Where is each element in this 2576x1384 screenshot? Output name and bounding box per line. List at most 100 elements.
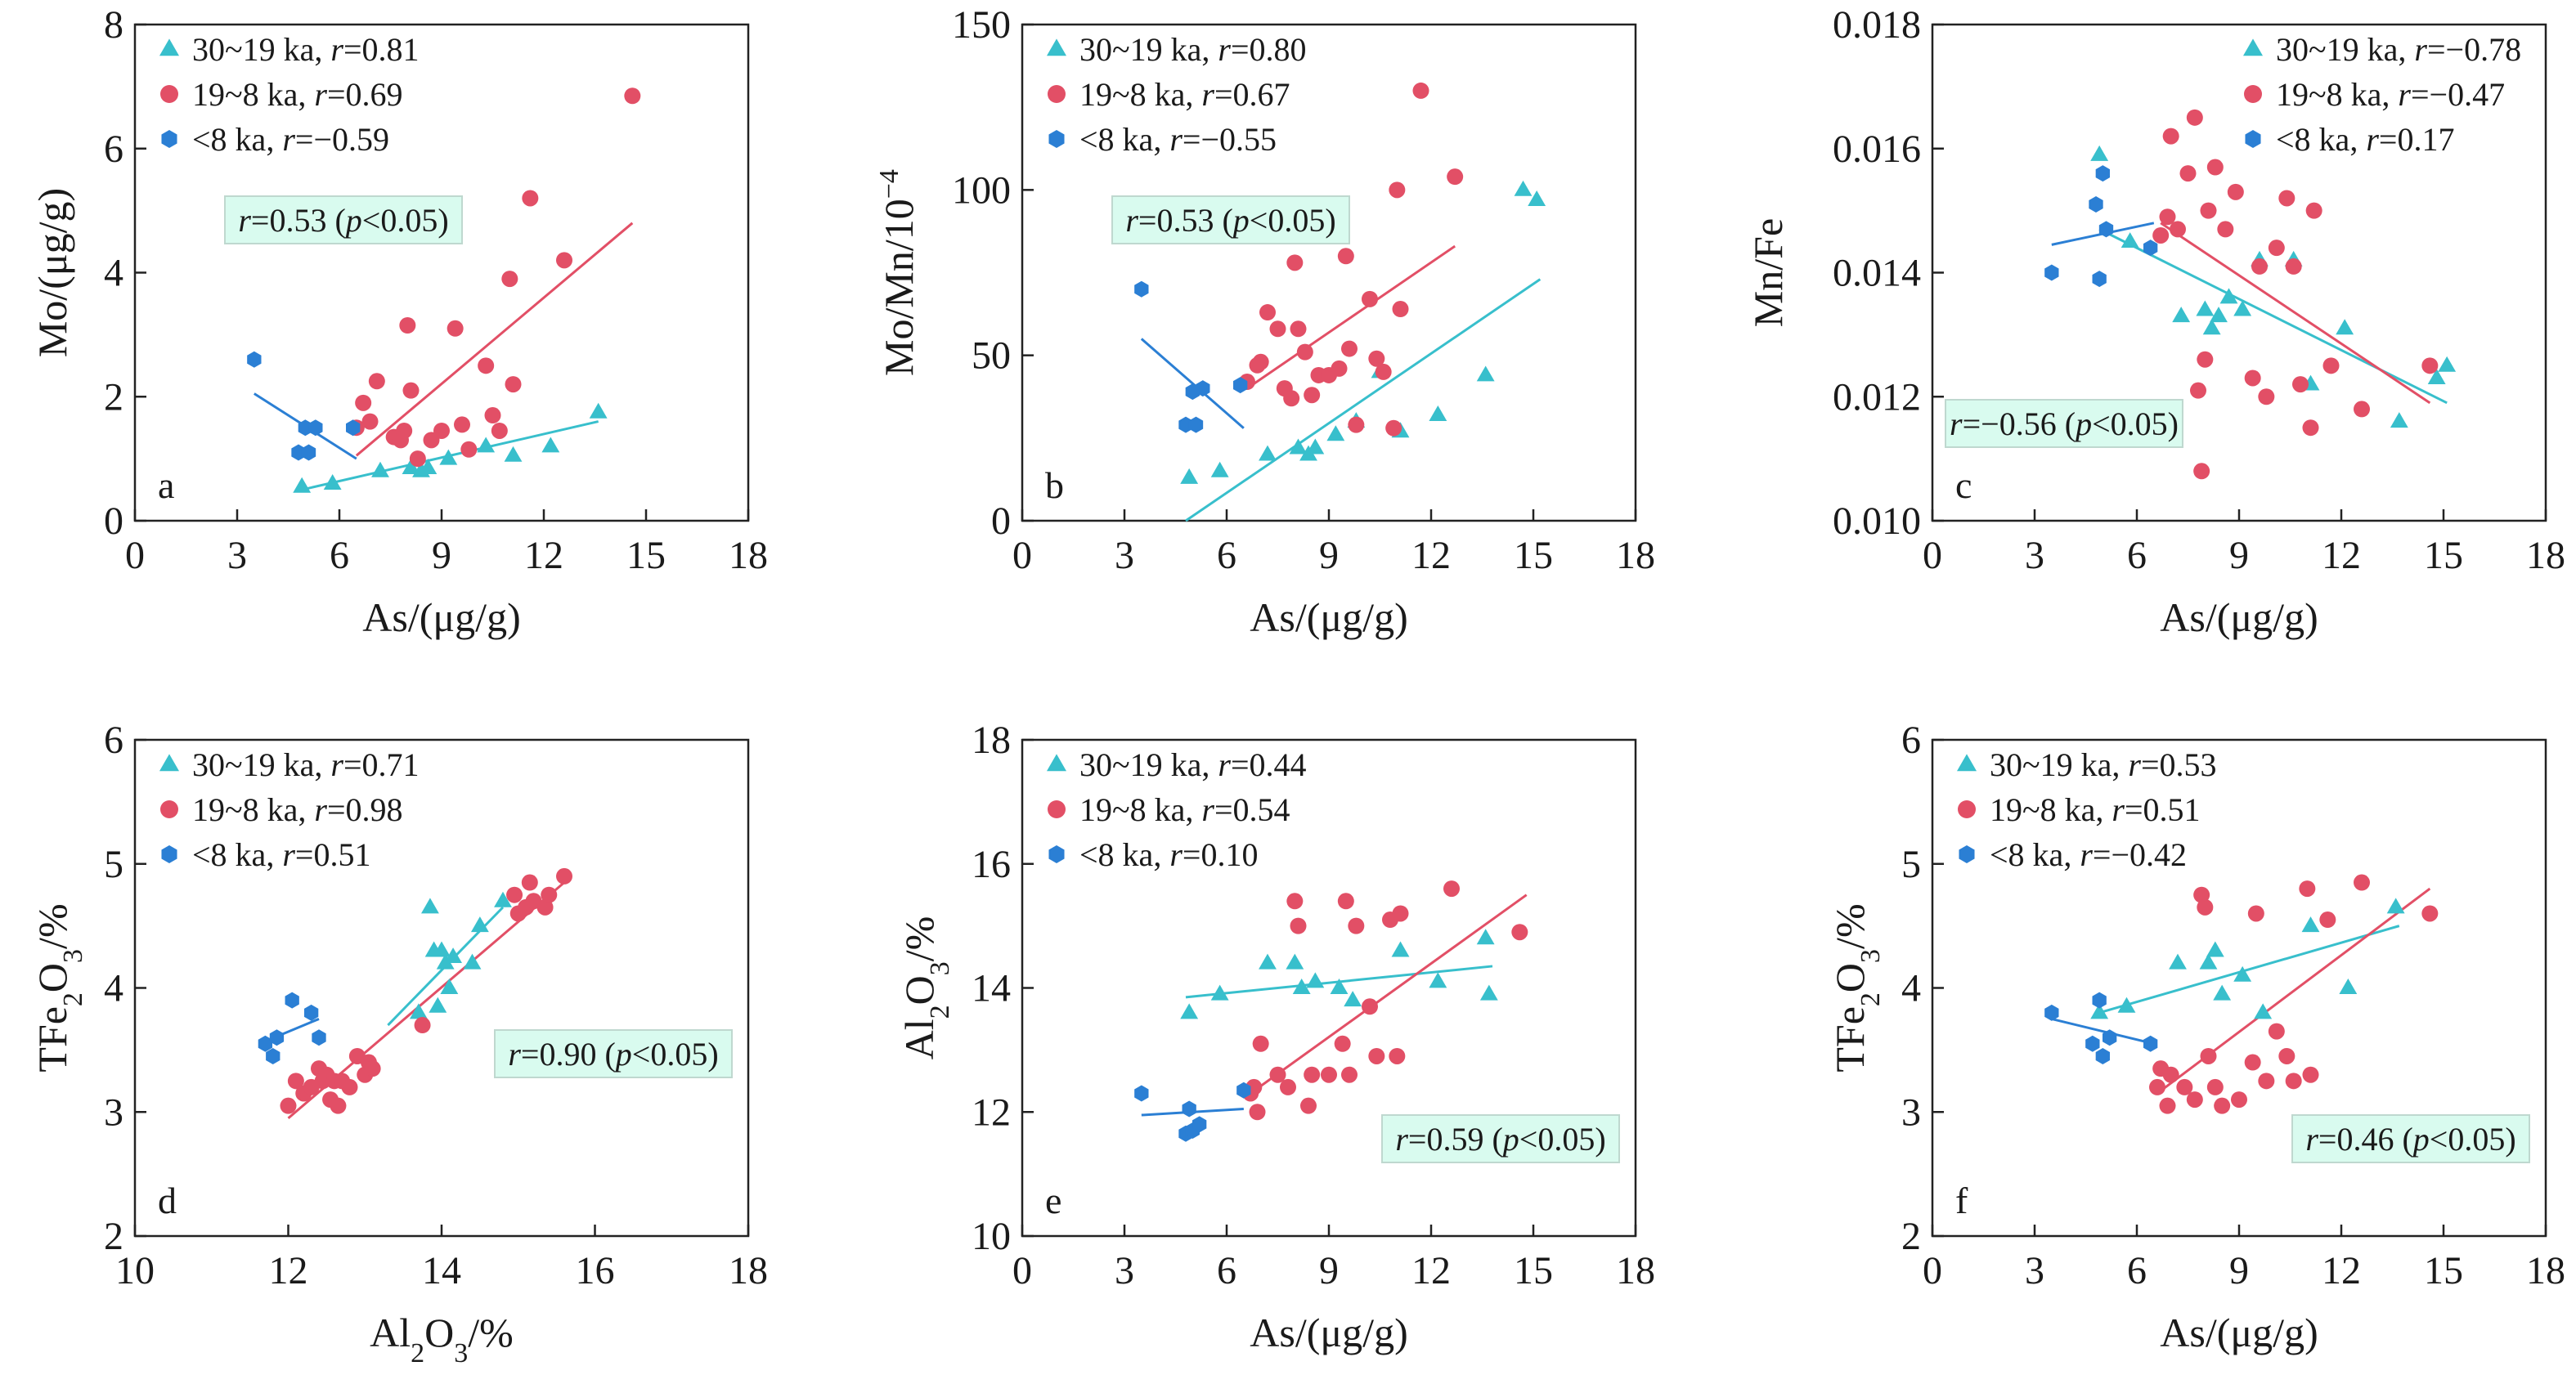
x-tick-label: 16 [576, 1249, 615, 1292]
data-point-series-2 [355, 394, 372, 411]
panel-b: 0 3 6 9 12 15 18 0 50 100 150 As/(μg/g) Mo/Mn/10−4​ b… [874, 3, 1656, 640]
panel-a: 0 3 6 9 12 15 18 0 2 4 6 8 As/(μg/g) Mo/(μg/g) a 30~19 … [29, 3, 768, 640]
data-point-series-1 [470, 916, 489, 933]
data-point-series-2 [433, 422, 450, 439]
data-point-series-2 [1290, 320, 1307, 338]
x-tick-label: 6 [1217, 534, 1236, 577]
data-point-series-2 [1283, 390, 1300, 407]
data-point-series-3 [2092, 271, 2107, 288]
data-point-series-2 [2268, 240, 2285, 257]
data-point-series-2 [2231, 1091, 2247, 1109]
x-axis-label: As/(μg/g) [1250, 1310, 1407, 1355]
panel-f: 0 3 6 9 12 15 18 2 3 4 5 6 As/(μg/g) TFe2​O3​/% f 30~19… [1827, 719, 2565, 1355]
y-axis-label: TFe2​O3​/% [1827, 903, 1886, 1072]
x-tick-label: 10 [115, 1249, 155, 1292]
legend-entry: 30~19 ka, r=0.80 [1079, 31, 1307, 68]
legend-marker [1048, 800, 1066, 818]
data-point-series-3 [1236, 1082, 1251, 1099]
data-point-series-1 [2233, 300, 2252, 316]
data-point-series-2 [280, 1097, 297, 1114]
data-point-series-2 [402, 382, 420, 399]
y-tick-label: 16 [972, 843, 1011, 886]
data-point-series-2 [2278, 190, 2296, 207]
panel-letter: b [1045, 464, 1064, 506]
data-point-series-2 [2285, 1073, 2302, 1090]
data-point-series-2 [1300, 1097, 1317, 1114]
data-point-series-3 [1196, 380, 1210, 397]
data-point-series-2 [556, 867, 572, 885]
data-point-series-1 [433, 941, 451, 957]
legend-entry: <8 ka, r=−0.55 [1079, 121, 1277, 158]
x-tick-label: 6 [1217, 1249, 1236, 1292]
legend-entry: 19~8 ka, r=0.98 [192, 791, 403, 828]
data-point-series-1 [1429, 405, 1447, 421]
x-tick-label: 14 [422, 1249, 461, 1292]
data-point-series-2 [399, 316, 416, 334]
legend-marker [159, 754, 180, 772]
data-point-series-2 [2319, 911, 2336, 929]
data-point-series-1 [2254, 1003, 2273, 1019]
data-point-series-2 [505, 376, 522, 393]
data-point-series-3 [285, 992, 299, 1009]
data-point-series-2 [2152, 226, 2170, 244]
data-point-series-2 [1341, 1066, 1358, 1083]
y-tick-label: 2 [1901, 1215, 1921, 1258]
data-point-series-2 [361, 413, 379, 430]
data-point-series-1 [463, 953, 482, 970]
y-tick-label: 3 [104, 1091, 123, 1134]
y-tick-label: 14 [972, 967, 1011, 1010]
data-point-series-2 [478, 357, 495, 374]
legend-marker [161, 130, 177, 148]
data-point-series-2 [1447, 168, 1464, 186]
y-tick-label: 2 [104, 375, 123, 419]
legend-entry: <8 ka, r=0.17 [2276, 121, 2454, 158]
y-tick-label: 100 [952, 168, 1011, 212]
stat-box-text: r=0.53 (p<0.05) [1125, 202, 1335, 239]
y-tick-label: 0 [104, 499, 123, 543]
y-tick-label: 0.018 [1833, 3, 1921, 47]
x-tick-label: 3 [2025, 534, 2044, 577]
data-point-series-3 [301, 444, 316, 461]
data-point-series-2 [2149, 1078, 2165, 1095]
fit-line-series-2 [2156, 887, 2431, 1095]
data-point-series-1 [2117, 997, 2136, 1013]
legend-marker [1959, 845, 1975, 863]
data-point-series-2 [1511, 924, 1528, 941]
data-point-series-2 [1286, 254, 1304, 271]
x-tick-label: 3 [227, 534, 247, 577]
stat-box-text: r=0.46 (p<0.05) [2305, 1121, 2515, 1158]
data-point-series-3 [308, 419, 323, 437]
data-point-series-2 [2285, 258, 2302, 275]
data-point-series-2 [368, 373, 385, 390]
data-point-series-2 [1304, 1066, 1321, 1083]
data-point-series-3 [2044, 1004, 2059, 1021]
x-tick-label: 0 [1012, 534, 1032, 577]
stat-box [1111, 195, 1350, 244]
x-tick-label: 15 [1514, 1249, 1553, 1292]
x-tick-label: 18 [2526, 534, 2565, 577]
y-tick-label: 0.014 [1833, 252, 1921, 295]
y-axis-label: TFe2​O3​/% [29, 903, 88, 1072]
data-point-series-2 [1296, 343, 1313, 361]
data-point-series-2 [1259, 304, 1276, 321]
data-point-series-2 [1389, 1047, 1406, 1064]
data-point-series-2 [2322, 357, 2340, 374]
legend-marker [2244, 85, 2262, 103]
data-point-series-1 [1289, 438, 1308, 455]
data-point-series-2 [2197, 351, 2214, 368]
panel-d: 10 12 14 16 18 2 3 4 5 6 Al2​O3​/% TFe2​O3​/% d 30~19… [29, 719, 768, 1368]
data-point-series-1 [409, 1003, 428, 1019]
data-point-series-2 [484, 407, 501, 424]
data-point-series-3 [2095, 165, 2110, 182]
data-point-series-2 [2244, 1054, 2261, 1071]
y-axis-label: Mo/Mn/10−4​ [874, 169, 922, 376]
legend-entry: <8 ka, r=−0.59 [192, 121, 389, 158]
y-tick-label: 6 [104, 128, 123, 171]
stat-box-text: r=0.59 (p<0.05) [1395, 1121, 1605, 1158]
x-axis-label: As/(μg/g) [2160, 594, 2318, 640]
y-tick-label: 2 [104, 1215, 123, 1258]
data-point-series-2 [414, 1017, 431, 1034]
data-point-series-3 [312, 1029, 326, 1046]
x-axis-label: As/(μg/g) [1250, 594, 1407, 640]
data-point-series-1 [1292, 979, 1311, 994]
